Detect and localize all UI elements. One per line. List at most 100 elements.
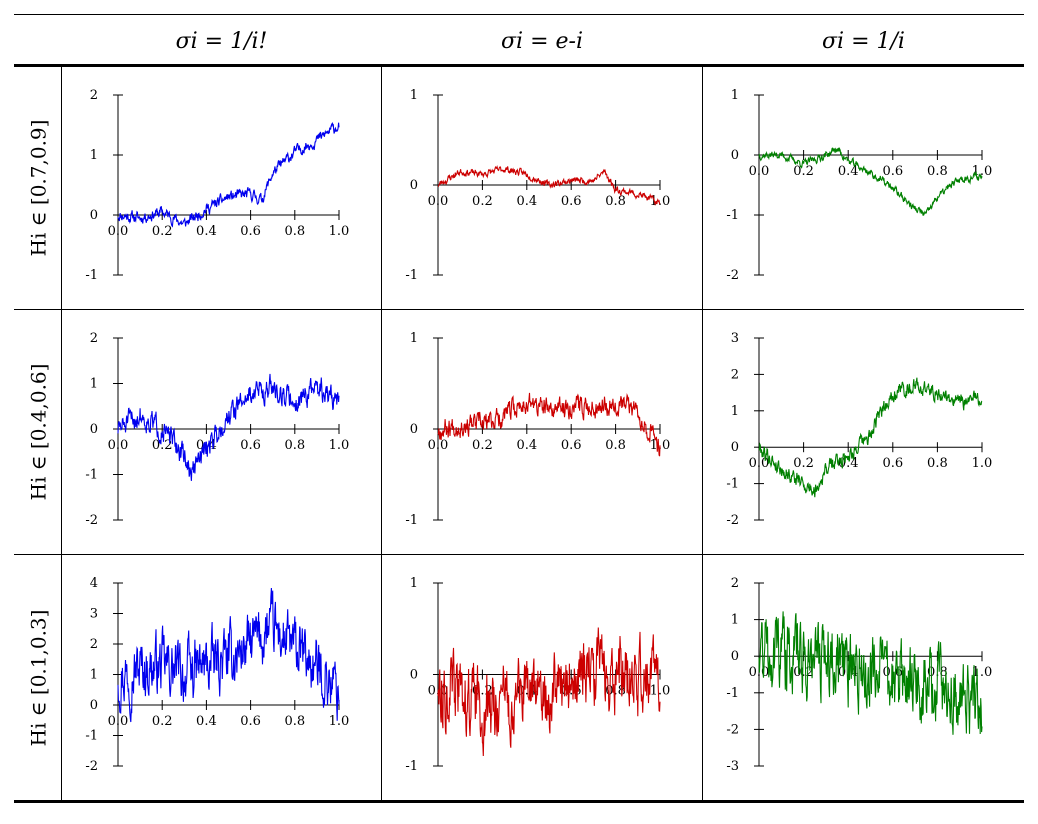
x-tick-label: 0.6 [561, 194, 582, 209]
x-tick-label: 0.4 [516, 438, 537, 453]
x-tick-label: 0.6 [561, 438, 582, 453]
y-tick-label: 0 [90, 422, 98, 437]
x-tick-label: 0.6 [882, 164, 903, 179]
x-tick-label: 0.8 [284, 224, 305, 239]
x-tick-label: 0.4 [516, 194, 537, 209]
y-tick-label: 1 [731, 613, 739, 628]
row-divider-1 [14, 309, 1024, 310]
y-tick-label: -2 [726, 722, 739, 737]
x-tick-label: 0.2 [152, 714, 173, 729]
data-series-line [758, 377, 983, 498]
x-tick-label: 0.0 [108, 224, 129, 239]
line-chart: -1 0 1 0.0 0.2 0.4 0.6 0.8 1.0 [405, 88, 671, 283]
y-tick-label: -1 [405, 513, 418, 528]
y-tick-label: 0 [410, 422, 418, 437]
y-tick-label: 2 [731, 576, 739, 591]
x-tick-label: 0.8 [284, 714, 305, 729]
y-tick-label: 0 [731, 440, 739, 455]
y-tick-label: -1 [85, 268, 98, 283]
row-header-low-hurst: Hi ∈ [0.1,0.3] [14, 555, 62, 800]
plot-r1-c2: -2 -1 0 1 2 3 0.0 0.2 0.4 0.6 0.8 1.0 [703, 310, 1024, 554]
data-series-line [437, 392, 661, 457]
x-tick-label: 1.0 [329, 714, 350, 729]
y-tick-label: -2 [85, 759, 98, 774]
y-tick-label: -1 [85, 468, 98, 483]
y-tick-label: 1 [410, 88, 418, 103]
x-tick-label: 0.4 [196, 224, 217, 239]
x-tick-label: 0.0 [428, 438, 449, 453]
y-tick-label: -2 [726, 268, 739, 283]
x-tick-label: 1.0 [972, 456, 993, 471]
y-tick-label: 1 [90, 148, 98, 163]
x-tick-label: 0.0 [428, 194, 449, 209]
line-chart: -2 -1 0 1 2 3 4 0.0 0.2 0.4 0.6 0.8 1.0 [85, 576, 350, 774]
y-tick-label: 0 [731, 649, 739, 664]
col-divider-1 [381, 67, 382, 800]
row-header-mid-hurst: Hi ∈ [0.4,0.6] [14, 310, 62, 554]
x-tick-label: 0.0 [108, 714, 129, 729]
y-tick-label: 4 [90, 576, 98, 591]
y-tick-label: 2 [90, 88, 98, 103]
data-series-line [117, 373, 340, 481]
y-tick-label: 1 [90, 668, 98, 683]
line-chart: -1 0 1 2 0.0 0.2 0.4 0.6 0.8 1.0 [85, 88, 350, 283]
plot-r0-c2: -2 -1 0 1 0.0 0.2 0.4 0.6 0.8 1.0 [703, 67, 1024, 309]
x-tick-label: 0.4 [838, 164, 859, 179]
y-tick-label: 0 [90, 698, 98, 713]
column-header-exponential: σi = e-i [501, 29, 583, 54]
x-tick-label: 0.0 [749, 456, 770, 471]
y-tick-label: 0 [410, 178, 418, 193]
x-tick-label: 0.2 [472, 194, 493, 209]
y-tick-label: 0 [410, 668, 418, 683]
y-tick-label: -1 [726, 477, 739, 492]
plot-r1-c1: -1 0 1 0.0 0.2 0.4 0.6 0.8 1.0 [382, 310, 702, 554]
plot-r1-c0: -2 -1 0 1 2 0.0 0.2 0.4 0.6 0.8 1.0 [62, 310, 381, 554]
x-tick-label: 0.8 [605, 194, 626, 209]
plot-r2-c2: -3 -2 -1 0 1 2 0.0 0.2 0.4 0.6 0.8 1.0 [703, 555, 1024, 800]
x-tick-label: 1.0 [329, 438, 350, 453]
y-tick-label: 2 [731, 367, 739, 382]
plot-r0-c0: -1 0 1 2 0.0 0.2 0.4 0.6 0.8 1.0 [62, 67, 381, 309]
header-rule [14, 64, 1024, 67]
x-tick-label: 1.0 [329, 224, 350, 239]
x-tick-label: 1.0 [650, 194, 671, 209]
y-tick-label: 1 [731, 88, 739, 103]
x-tick-label: 1.0 [650, 684, 671, 699]
y-tick-label: 1 [731, 404, 739, 419]
x-tick-label: 0.8 [927, 456, 948, 471]
y-tick-label: -2 [85, 513, 98, 528]
row-header-label: Hi ∈ [0.4,0.6] [26, 363, 50, 501]
data-series-line [437, 165, 661, 207]
top-rule [14, 14, 1024, 15]
y-tick-label: 3 [731, 331, 739, 346]
y-tick-label: 2 [90, 331, 98, 346]
plot-r2-c0: -2 -1 0 1 2 3 4 0.0 0.2 0.4 0.6 0.8 1.0 [62, 555, 381, 800]
column-header-harmonic: σi = 1/i [822, 29, 905, 54]
x-tick-label: 0.4 [196, 714, 217, 729]
data-series-line [758, 611, 983, 735]
row-header-high-hurst: Hi ∈ [0.7,0.9] [14, 67, 62, 309]
y-tick-label: -1 [405, 759, 418, 774]
row-divider-2 [14, 554, 1024, 555]
y-tick-label: -1 [405, 268, 418, 283]
x-tick-label: 0.0 [749, 164, 770, 179]
data-series-line [117, 587, 340, 723]
data-series-line [437, 627, 661, 757]
row-header-label: Hi ∈ [0.1,0.3] [26, 609, 50, 746]
col-divider-2 [702, 67, 703, 800]
y-tick-label: 0 [90, 208, 98, 223]
y-tick-label: 3 [90, 607, 98, 622]
y-tick-label: -1 [726, 208, 739, 223]
column-header-factorial: σi = 1/i! [175, 29, 268, 54]
x-tick-label: 0.6 [882, 456, 903, 471]
x-tick-label: 0.8 [927, 164, 948, 179]
y-tick-label: 1 [410, 331, 418, 346]
row-header-label: Hi ∈ [0.7,0.9] [26, 119, 50, 257]
x-tick-label: 0.6 [240, 224, 261, 239]
x-tick-label: 0.8 [605, 438, 626, 453]
